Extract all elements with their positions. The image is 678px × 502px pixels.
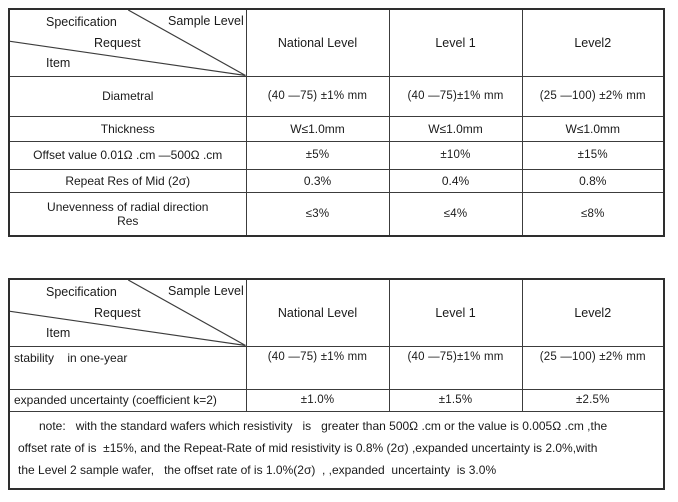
table2-row-expanded-uncertainty: expanded uncertainty (coefficient k=2) ±… <box>8 388 665 412</box>
table1-column-header-level-1: Level 1 <box>388 8 523 77</box>
table1-row-thickness: Thickness W≤1.0mm W≤1.0mm W≤1.0mm <box>8 115 665 142</box>
note-line-1: note: with the standard wafers which res… <box>39 418 608 433</box>
expanded-uncertainty-level2-value: ±2.5% <box>521 388 665 412</box>
diagonal-split-lines <box>10 10 245 75</box>
thickness-level1-value: W≤1.0mm <box>388 115 523 142</box>
row-label-diametral: Diametral <box>8 75 247 117</box>
note-line-2: offset rate of is ±15%, and the Repeat-R… <box>18 440 598 455</box>
row-label-unevenness: Unevenness of radial direction Res <box>8 191 247 237</box>
corner-label-sample-level: Sample Level <box>168 284 244 298</box>
stability-level2-value: (25 —100) ±2% mm <box>521 345 665 390</box>
corner-label-request: Request <box>94 306 141 320</box>
unevenness-national-value: ≤3% <box>245 191 390 237</box>
thickness-national-value: W≤1.0mm <box>245 115 390 142</box>
table2-header-row: Specification Sample Level Request Item … <box>8 278 665 347</box>
corner-label-specification: Specification <box>46 285 117 299</box>
diametral-level1-value: (40 —75)±1% mm <box>388 75 523 117</box>
corner-label-specification: Specification <box>46 15 117 29</box>
table2-row-stability: stability in one-year (40 —75) ±1% mm (4… <box>8 345 665 390</box>
unevenness-level1-value: ≤4% <box>388 191 523 237</box>
table1-column-header-level-2: Level2 <box>521 8 665 77</box>
table1-row-diametral: Diametral (40 —75) ±1% mm (40 —75)±1% mm… <box>8 75 665 117</box>
repeat-res-level1-value: 0.4% <box>388 168 523 193</box>
corner-label-sample-level: Sample Level <box>168 14 244 28</box>
row-label-stability: stability in one-year <box>8 345 247 390</box>
note-cell: note: with the standard wafers which res… <box>8 410 665 490</box>
stability-level1-value: (40 —75)±1% mm <box>388 345 523 390</box>
unevenness-level2-value: ≤8% <box>521 191 665 237</box>
table2-note-row: note: with the standard wafers which res… <box>8 410 665 490</box>
thickness-level2-value: W≤1.0mm <box>521 115 665 142</box>
row-label-repeat-res: Repeat Res of Mid (2σ) <box>8 168 247 193</box>
table1-row-unevenness: Unevenness of radial direction Res ≤3% ≤… <box>8 191 665 237</box>
repeat-res-level2-value: 0.8% <box>521 168 665 193</box>
offset-level2-value: ±15% <box>521 140 665 170</box>
corner-label-item: Item <box>46 326 71 340</box>
diametral-national-value: (40 —75) ±1% mm <box>245 75 390 117</box>
table1-column-header-national-level: National Level <box>245 8 390 77</box>
row-label-offset-value: Offset value 0.01Ω .cm —500Ω .cm <box>8 140 247 170</box>
spec-table-1: Specification Sample Level Request Item … <box>8 8 665 237</box>
spec-table-2: Specification Sample Level Request Item … <box>8 278 665 490</box>
table1-header-row: Specification Sample Level Request Item … <box>8 8 665 77</box>
corner-label-request: Request <box>94 36 141 50</box>
offset-level1-value: ±10% <box>388 140 523 170</box>
corner-label-item: Item <box>46 56 71 70</box>
diametral-level2-value: (25 —100) ±2% mm <box>521 75 665 117</box>
stability-national-value: (40 —75) ±1% mm <box>245 345 390 390</box>
row-label-expanded-uncertainty: expanded uncertainty (coefficient k=2) <box>8 388 247 412</box>
table2-column-header-level-1: Level 1 <box>388 278 523 347</box>
table1-row-repeat-res: Repeat Res of Mid (2σ) 0.3% 0.4% 0.8% <box>8 168 665 193</box>
row-label-thickness: Thickness <box>8 115 247 142</box>
repeat-res-national-value: 0.3% <box>245 168 390 193</box>
expanded-uncertainty-national-value: ±1.0% <box>245 388 390 412</box>
diagonal-split-lines <box>10 280 245 345</box>
table2-column-header-level-2: Level2 <box>521 278 665 347</box>
offset-national-value: ±5% <box>245 140 390 170</box>
table1-row-offset-value: Offset value 0.01Ω .cm —500Ω .cm ±5% ±10… <box>8 140 665 170</box>
table2-column-header-national-level: National Level <box>245 278 390 347</box>
note-line-3: the Level 2 sample wafer, the offset rat… <box>18 462 497 477</box>
table2-corner-header-cell: Specification Sample Level Request Item <box>8 278 247 347</box>
expanded-uncertainty-level1-value: ±1.5% <box>388 388 523 412</box>
table1-corner-header-cell: Specification Sample Level Request Item <box>8 8 247 77</box>
